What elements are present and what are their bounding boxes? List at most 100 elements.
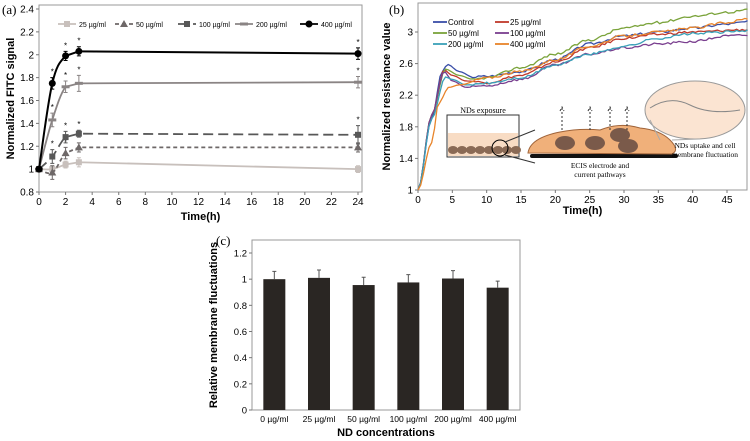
y-tick-label: 1.2 (234, 249, 247, 260)
bar (397, 282, 420, 410)
zoom-lines (504, 129, 536, 164)
electrode-label-2: current pathways (574, 170, 626, 179)
series-line (38, 161, 359, 171)
x-tick-label: 40 (687, 195, 699, 206)
y-tick-label: 1 (242, 275, 247, 286)
x-tick-label: 0 (415, 195, 421, 206)
legend-label: 100 µg/ml (510, 29, 546, 38)
membrane-trace (649, 100, 741, 113)
legend-label: 100 µg/ml (199, 22, 230, 29)
fluctuation-arrow (624, 105, 630, 130)
x-tick-label: 50 µg/ml (347, 414, 380, 424)
data-point (184, 21, 190, 27)
x-tick-label: 24 (352, 197, 364, 208)
x-tick-label: 25 (584, 195, 596, 206)
uptake-label-2: membrane fluctuation (672, 150, 738, 159)
error-bar (406, 274, 411, 283)
x-tick-label: 16 (246, 197, 258, 208)
y-tick-label: 0.8 (20, 188, 34, 199)
significance-marker: * (77, 120, 80, 129)
fluctuation-arrow (559, 105, 565, 130)
x-tick-label: 100 µg/ml (390, 414, 428, 424)
x-axis-label: ND concentrations (337, 427, 435, 439)
series-line (38, 81, 359, 170)
nucleus (555, 136, 575, 150)
chart-c: 0 0.2 0.4 0.6 0.8 1 1.2 ND concentrations Relati… (208, 233, 521, 439)
zoom-circle (491, 139, 509, 157)
magnified-view (644, 80, 746, 140)
y-tick-label: 1 (28, 165, 34, 176)
y-axis-label: Normalized resistance value (381, 23, 393, 171)
series-line (38, 50, 359, 170)
x-tick-label: 20 (299, 197, 311, 208)
y-axis-label: Normalized FITC signal (5, 38, 17, 160)
data-point (64, 21, 70, 27)
data-point (48, 168, 57, 176)
x-tick-label: 14 (220, 197, 232, 208)
fluctuation-arrow (607, 105, 613, 130)
data-point (75, 47, 83, 55)
y-tick-label: 2.6 (399, 59, 413, 70)
x-tick-label: 6 (116, 197, 122, 208)
fluctuation-arrow (587, 105, 593, 130)
cell (511, 146, 521, 154)
data-point (75, 130, 82, 137)
x-tick-label: 45 (721, 195, 733, 206)
nucleus (585, 136, 605, 150)
significance-marker: * (77, 65, 80, 74)
data-point (355, 131, 361, 138)
x-tick-label: 15 (515, 195, 527, 206)
bar (308, 277, 330, 410)
data-point (48, 118, 57, 122)
y-tick-label: 1.8 (20, 73, 34, 84)
legend-label: 400 µg/ml (321, 22, 352, 29)
data-point (354, 143, 362, 151)
legend-label: 50 µg/ml (136, 22, 163, 29)
legend-label: 200 µg/ml (256, 22, 287, 29)
y-tick-label: 1.6 (20, 96, 34, 107)
error-bar (272, 270, 277, 280)
data-point (61, 149, 70, 157)
data-point (62, 52, 70, 60)
significance-marker: * (51, 68, 54, 77)
y-tick-label: 1.2 (20, 142, 34, 153)
data-point (305, 20, 313, 28)
x-tick-label: 400 µg/ml (479, 414, 517, 424)
x-tick-label: 8 (143, 197, 149, 208)
significance-marker: * (356, 66, 359, 75)
series-0 (36, 157, 361, 174)
data-point (240, 22, 248, 26)
x-tick-label: 25 µg/ml (303, 414, 336, 424)
y-tick-label: 0 (242, 406, 247, 417)
nucleus (618, 139, 638, 153)
data-point (49, 153, 56, 160)
chart-a: 0.811.21.41.61.822.22.40 2 4 6 8 10 12 14 16 18 20… (2, 2, 364, 223)
y-tick-label: 1 (407, 186, 413, 197)
data-point (355, 166, 361, 173)
plot-frame (417, 2, 748, 191)
data-point (354, 80, 362, 84)
magnify-lines (649, 119, 701, 141)
x-tick-label: 20 (550, 195, 562, 206)
cell (475, 146, 485, 154)
data-point (62, 134, 69, 141)
plot-frame (251, 239, 521, 411)
x-tick-label: 4 (89, 197, 95, 208)
x-tick-label: 10 (481, 195, 493, 206)
significance-marker: * (356, 38, 359, 47)
legend-label: Control (448, 18, 474, 27)
bar (486, 287, 509, 410)
significance-marker: * (356, 116, 359, 125)
error-bar (317, 269, 321, 278)
cell (457, 146, 467, 154)
panel-label: (c) (216, 233, 230, 248)
x-tick-label: 0 µg/ml (260, 414, 288, 424)
series-3: * * * * (35, 65, 362, 171)
bar (352, 285, 375, 410)
series-4: * * * * (35, 37, 362, 173)
x-tick-label: 35 (653, 195, 665, 206)
x-axis-label: Time(h) (181, 211, 221, 223)
data-point (74, 143, 83, 151)
data-point (62, 161, 69, 168)
